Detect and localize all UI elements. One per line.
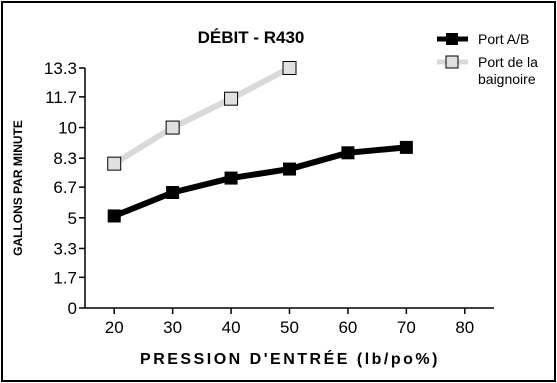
axes: 0 1.7 3.3 5 6.7 8.3 10 11.7 13.3 20 30 40 50 60 70 80 — [44, 59, 494, 337]
y-tick-label: 0 — [68, 299, 77, 318]
series-1-point — [399, 140, 413, 154]
legend-series-1-marker — [446, 33, 458, 45]
legend-series-1-label: Port A/B — [478, 31, 529, 47]
series-1-point — [341, 146, 355, 160]
y-tick-label: 5 — [68, 209, 77, 228]
series-group — [107, 61, 413, 223]
series-1-line — [113, 144, 407, 219]
series-2-point — [224, 91, 239, 106]
x-tick-label: 80 — [455, 318, 474, 337]
y-tick-label: 3.3 — [53, 239, 77, 258]
legend: Port A/B Port de la baignoire — [437, 31, 538, 87]
series-2-point — [282, 61, 297, 75]
y-tick-label: 1.7 — [53, 268, 77, 287]
y-axis-label: GALLONS PAR MINUTE — [11, 120, 25, 256]
legend-series-2-marker — [445, 55, 459, 69]
series-1-point — [224, 171, 238, 185]
y-tick-label: 8.3 — [53, 149, 77, 168]
series-2-point — [107, 156, 122, 171]
x-tick-label: 30 — [163, 318, 182, 337]
x-tick-label: 70 — [397, 318, 416, 337]
series-1-point — [166, 186, 180, 200]
legend-series-2-label-line-2: baignoire — [478, 71, 536, 87]
series-2-point — [165, 120, 180, 135]
series-2-line — [112, 65, 291, 167]
chart-title: DÉBIT - R430 — [198, 28, 305, 47]
x-tick-label: 50 — [280, 318, 299, 337]
x-tick-label: 20 — [105, 318, 124, 337]
y-tick-label: 13.3 — [44, 59, 77, 78]
y-tick-label: 6.7 — [53, 178, 77, 197]
x-tick-label: 40 — [222, 318, 241, 337]
y-tick-label: 10 — [58, 119, 77, 138]
legend-series-2-label-line-1: Port de la — [478, 54, 538, 70]
series-1-point — [283, 162, 296, 176]
y-tick-label: 11.7 — [45, 88, 77, 107]
x-tick-label: 60 — [338, 318, 357, 337]
series-1-point — [107, 209, 121, 223]
x-axis-label: PRESSION D'ENTRÉE (lb/po%) — [140, 349, 440, 368]
